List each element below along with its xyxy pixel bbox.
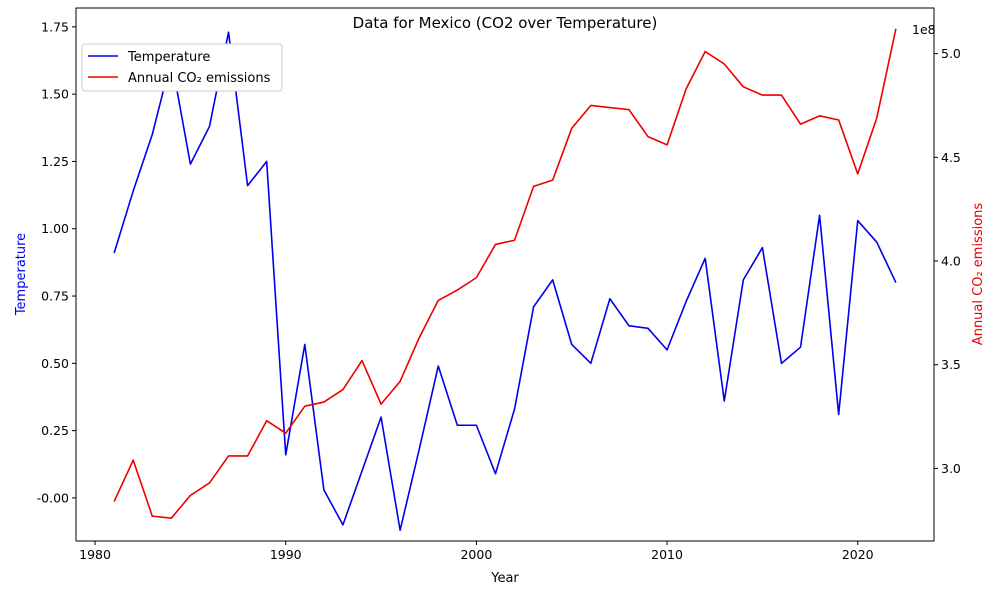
y-right-tick-label: 5.0 xyxy=(941,46,961,61)
legend-frame xyxy=(81,43,283,92)
y-left-tick-label: 1.00 xyxy=(41,221,69,236)
plot-area xyxy=(75,7,935,542)
y-right-tick-label: 3.0 xyxy=(941,461,961,476)
y-left-tick-label: 1.75 xyxy=(41,19,69,34)
legend-label-co2: Annual CO₂ emissions xyxy=(128,71,271,86)
series-layer xyxy=(113,28,897,532)
y-left-tick-label: 0.50 xyxy=(41,356,69,371)
x-axis: 1980 1990 2000 2010 2020 xyxy=(79,541,874,562)
y-left-tick-label: -0.00 xyxy=(37,490,69,505)
y-right-tick-label: 3.5 xyxy=(941,357,961,372)
y-left-tick-label: 1.25 xyxy=(41,154,69,169)
x-tick-label: 1990 xyxy=(270,547,302,562)
plot-frame xyxy=(75,7,935,542)
y-axis-right-title: Annual CO₂ emissions xyxy=(971,203,986,346)
chart-title: Data for Mexico (CO2 over Temperature) xyxy=(353,14,658,32)
y-axis-right-offset-label: 1e8 xyxy=(912,22,936,37)
y-left-tick-label: 1.50 xyxy=(41,87,69,102)
x-tick-label: 2010 xyxy=(651,547,683,562)
y-axis-left: -0.00 0.25 0.50 0.75 1.00 1.25 1.50 1.75 xyxy=(37,19,76,505)
series-line-co2-emissions xyxy=(113,28,897,519)
legend: Temperature Annual CO₂ emissions xyxy=(81,43,283,92)
x-axis-title: Year xyxy=(490,571,519,586)
series-line-temperature xyxy=(113,31,897,532)
x-tick-label: 1980 xyxy=(79,547,111,562)
x-tick-label: 2000 xyxy=(460,547,492,562)
legend-label-temperature: Temperature xyxy=(127,50,210,65)
y-right-tick-label: 4.5 xyxy=(941,150,961,165)
y-right-tick-label: 4.0 xyxy=(941,254,961,269)
y-left-tick-label: 0.75 xyxy=(41,289,69,304)
y-axis-left-title: Temperature xyxy=(14,233,29,316)
y-axis-right: 3.0 3.5 4.0 4.5 5.0 xyxy=(934,46,961,476)
x-tick-label: 2020 xyxy=(842,547,874,562)
y-left-tick-label: 0.25 xyxy=(41,423,69,438)
